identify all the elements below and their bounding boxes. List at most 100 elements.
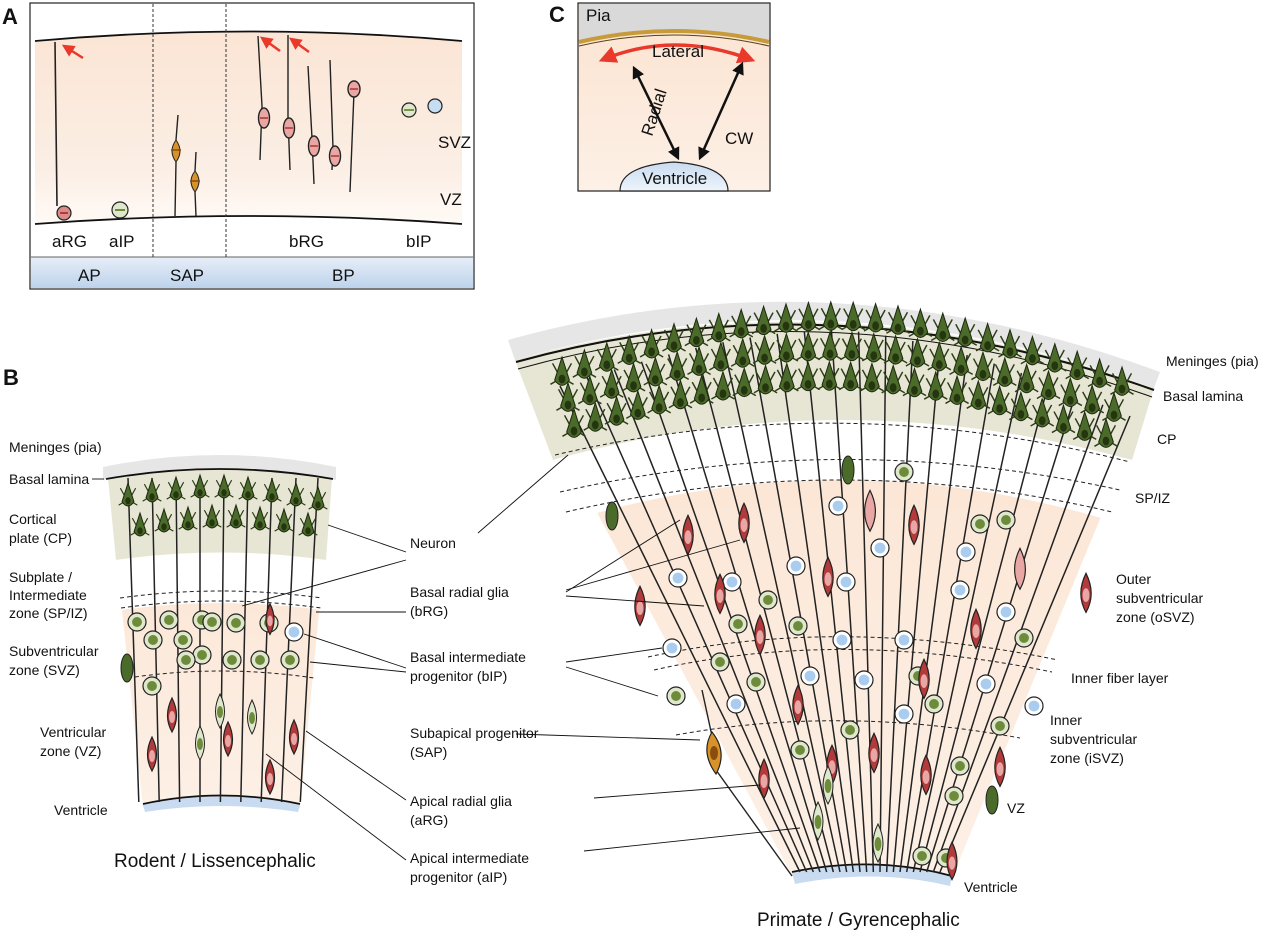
neuron-cell xyxy=(1110,365,1134,396)
bip-blue-cell xyxy=(726,694,746,714)
neuron-cell xyxy=(1008,390,1033,422)
radial-glia-cell xyxy=(1080,571,1092,614)
neuron-cell xyxy=(647,383,672,415)
radial-glia-cell xyxy=(222,720,234,758)
bip-label-2: progenitor (bIP) xyxy=(410,668,507,684)
neuron-cell xyxy=(130,511,150,537)
neuron-cell xyxy=(604,395,629,426)
aip-cell xyxy=(822,764,834,806)
neuron-cell xyxy=(1051,403,1076,435)
rodent-cp-label-2: plate (CP) xyxy=(9,530,72,546)
neuron-cell xyxy=(625,389,650,420)
panel-c-lateral-label: Lateral xyxy=(652,42,704,61)
bip-blue-cell xyxy=(786,556,806,576)
neuron-cell xyxy=(838,360,863,392)
rodent-svz-label-1: Subventricular xyxy=(9,643,99,659)
rodent-ventricle-label: Ventricle xyxy=(54,802,108,818)
panel-a-brg-label: bRG xyxy=(289,232,324,251)
neuron-cell xyxy=(730,337,755,368)
neuron-cell xyxy=(178,505,198,531)
rodent-labels: Meninges (pia) Basal lamina Cortical pla… xyxy=(9,439,316,872)
primate-osvz-label-1: Outer xyxy=(1116,571,1151,587)
neuron-cell xyxy=(774,361,799,393)
neuron-cell xyxy=(617,334,642,365)
rodent-cp-label-1: Cortical xyxy=(9,511,56,527)
primate-isvz-label-2: subventricular xyxy=(1050,731,1137,747)
intermediate-progenitor-cell xyxy=(143,630,163,650)
panel-a-letter: A xyxy=(2,4,18,29)
bip-blue-cell xyxy=(996,602,1016,622)
intermediate-progenitor-cell xyxy=(159,610,179,630)
bip-blue-cell xyxy=(870,538,890,558)
primate-isvz-label-3: zone (iSVZ) xyxy=(1050,750,1124,766)
bip-blue-cell xyxy=(722,572,742,592)
aip-label-2: progenitor (aIP) xyxy=(410,869,507,885)
neuron-cell xyxy=(732,366,757,398)
neuron-cell xyxy=(796,330,821,362)
radial-glia-cell xyxy=(166,696,178,734)
neuron-cell xyxy=(643,355,668,387)
radial-glia-cell xyxy=(946,840,958,881)
neuron-cell xyxy=(639,328,664,359)
neuron-cell xyxy=(987,384,1012,416)
panel-c: C Pia Lateral Radial CW Ventricle xyxy=(549,2,771,192)
neuron-cell xyxy=(1065,349,1090,381)
arg-label-2: (aRG) xyxy=(410,812,448,828)
neuron-cell xyxy=(905,337,930,368)
intermediate-progenitor-cell xyxy=(222,650,242,670)
neuron-cell xyxy=(562,407,586,438)
intermediate-progenitor-cell xyxy=(924,694,944,714)
primate-labels: Meninges (pia) Basal lamina CP SP/IZ Out… xyxy=(757,353,1259,931)
neuron-cell xyxy=(190,473,210,499)
sap-label-2: (SAP) xyxy=(410,744,447,760)
bip-blue-cell xyxy=(894,704,914,724)
radial-glia-cell xyxy=(918,657,930,700)
rodent-basal-lamina-label: Basal lamina xyxy=(9,471,89,487)
intermediate-progenitor-cell xyxy=(728,614,748,634)
neuron-cell xyxy=(684,316,709,348)
radial-glia-cell xyxy=(868,731,880,774)
neuron-cell xyxy=(861,331,886,363)
bip-blue-cell xyxy=(832,630,852,650)
bip-blue-cell xyxy=(828,496,848,516)
neuron-cell xyxy=(840,330,864,362)
neuron-cell xyxy=(818,330,842,361)
radial-glia-cell xyxy=(792,683,804,726)
intermediate-progenitor-cell xyxy=(912,846,932,866)
neuron-cell xyxy=(708,341,733,372)
radial-glia-cell xyxy=(265,602,275,636)
neuron-cell xyxy=(706,311,731,343)
neuron-cell xyxy=(594,341,619,372)
neuron-cell xyxy=(621,361,646,393)
aip-cell xyxy=(812,800,824,842)
bip-blue-cell xyxy=(956,542,976,562)
radial-glia-cell xyxy=(864,489,876,533)
neuron-cell xyxy=(908,307,933,338)
radial-glia-cell xyxy=(634,584,646,627)
neuron-cell xyxy=(298,511,318,537)
radial-glia-cell xyxy=(264,758,276,796)
aip-cell xyxy=(195,724,205,762)
neuron-cell xyxy=(1014,362,1039,394)
neuron-cell xyxy=(863,302,888,333)
panel-a-pial-surface xyxy=(34,30,463,42)
sap-cell xyxy=(171,114,200,217)
neuron-cell xyxy=(599,368,624,399)
rodent-vz-label-1: Ventricular xyxy=(40,724,106,740)
neuron-cell xyxy=(142,477,162,503)
intermediate-progenitor-cell xyxy=(173,630,193,650)
panel-a-ap-label: AP xyxy=(78,266,101,285)
neuron-cell xyxy=(1094,417,1118,448)
neuron-cell xyxy=(930,311,955,342)
panel-a-bip-label: bIP xyxy=(406,232,432,251)
aip-cell xyxy=(247,698,257,736)
neuron-cell xyxy=(238,475,258,501)
neuron-cell xyxy=(711,370,735,401)
panel-a-svz-label: SVZ xyxy=(438,133,471,152)
rodent-spiz-label-3: zone (SP/IZ) xyxy=(9,605,88,621)
panel-b-letter: B xyxy=(3,365,19,390)
intermediate-progenitor-cell xyxy=(894,462,914,482)
neuron-cell xyxy=(1087,357,1112,388)
bip-blue-cell xyxy=(976,674,996,694)
neuron-cell xyxy=(975,321,1000,353)
